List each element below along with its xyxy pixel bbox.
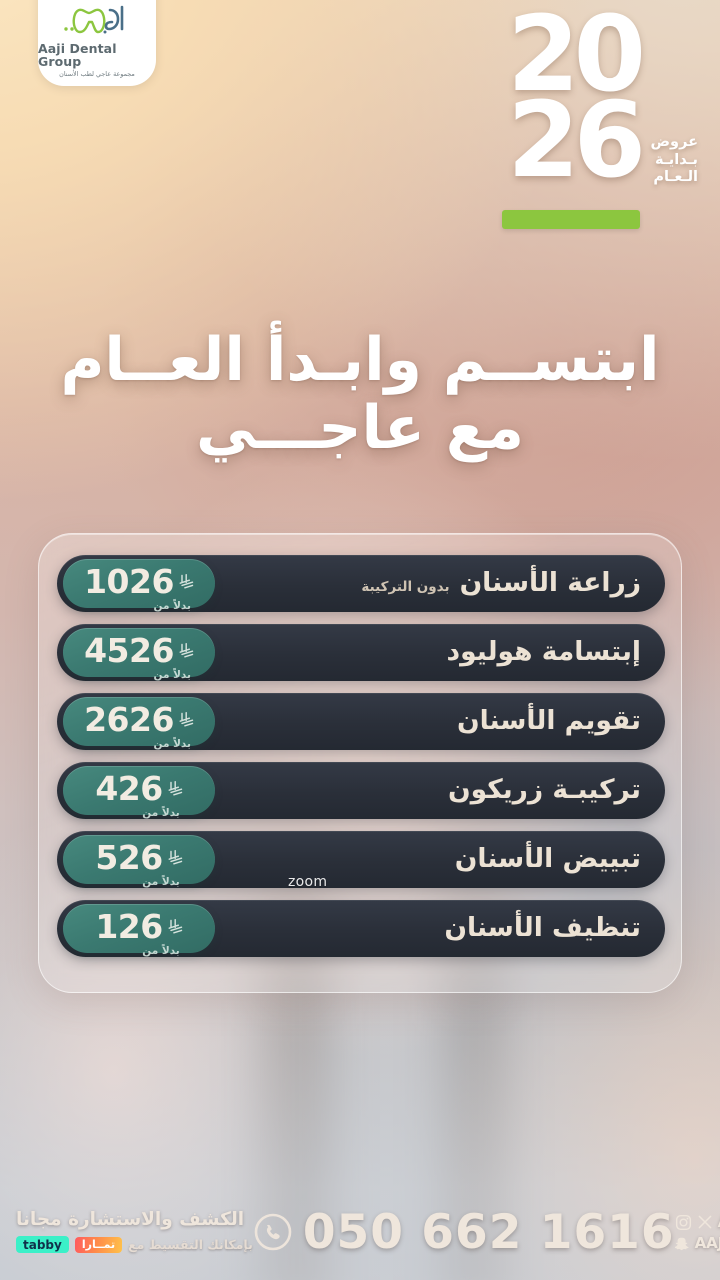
saudi-riyal-icon xyxy=(168,919,182,934)
year-tagline-line2: بـدايـة xyxy=(655,151,698,168)
free-consultation-text: الكشف والاستشارة مجانا xyxy=(16,1208,245,1230)
headline-line-1: ابتســم وابـدأ العــام xyxy=(60,325,660,395)
year-2026-logo: 20 26 عروض بـدايـة الـعـام xyxy=(498,0,698,232)
price-amount: 4526 xyxy=(84,631,174,670)
x-twitter-icon xyxy=(698,1215,711,1229)
offer-title-group: زراعة الأسنان بدون التركيبة xyxy=(361,570,641,597)
year-tagline-line1: عروض xyxy=(650,134,698,150)
brand-logo-badge: Aaji Dental Group مجموعة عاجي لطب الأسنا… xyxy=(38,0,156,86)
phone-block[interactable]: 050 662 1616 xyxy=(253,1209,675,1256)
tabby-logo[interactable]: tabby xyxy=(16,1236,69,1254)
year-tagline: عروض بـدايـة الـعـام xyxy=(646,134,698,187)
price-badge: 2626 بدلاً من xyxy=(63,697,215,749)
year-tagline-line3: الـعـام xyxy=(653,169,698,186)
zoom-watermark: zoom xyxy=(288,874,328,890)
offer-title-group: إبتسامة هوليود xyxy=(447,639,641,666)
saudi-riyal-icon xyxy=(179,574,194,589)
year-digits-bottom: 26 xyxy=(507,79,646,201)
offer-row[interactable]: تركيبـة زريكون 426 بدلاً من xyxy=(57,762,665,819)
offer-row[interactable]: تنظيف الأسنان 126 بدلاً من xyxy=(57,900,665,957)
footer-bar: الكشف والاستشارة مجانا بإمكانك التقسيط م… xyxy=(0,1188,720,1280)
saudi-riyal-icon xyxy=(179,643,194,658)
price-inner: 126 بدلاً من xyxy=(95,907,182,956)
offer-row[interactable]: زراعة الأسنان بدون التركيبة 1026 بدلاً من xyxy=(57,555,665,612)
offer-row[interactable]: تبييض الأسنان 526 بدلاً من xyxy=(57,831,665,888)
price-inner: 426 بدلاً من xyxy=(95,769,182,818)
offers-card: زراعة الأسنان بدون التركيبة 1026 بدلاً من إب… xyxy=(38,533,682,993)
social-row-primary[interactable]: AAJI_GROUP xyxy=(675,1213,720,1231)
saudi-riyal-icon xyxy=(179,712,194,727)
saudi-riyal-icon xyxy=(168,850,182,865)
offer-title: زراعة الأسنان xyxy=(459,567,641,599)
offer-title: إبتسامة هوليود xyxy=(446,636,641,668)
saudi-riyal-icon xyxy=(168,781,182,796)
snapchat-icon xyxy=(674,1237,689,1251)
offer-title-group: تبييض الأسنان xyxy=(455,846,641,873)
social-row-secondary[interactable]: AAJI3 www.aaji.sa xyxy=(674,1234,720,1252)
installment-label: بإمكانك التقسيط مع xyxy=(128,1236,253,1252)
brand-name-en: Aaji Dental Group xyxy=(38,41,117,69)
offer-list: زراعة الأسنان بدون التركيبة 1026 بدلاً من إب… xyxy=(57,555,665,957)
offer-row[interactable]: إبتسامة هوليود 4526 بدلاً من xyxy=(57,624,665,681)
offer-title: تبييض الأسنان xyxy=(454,843,641,875)
installment-row: بإمكانك التقسيط مع تمــارا tabby xyxy=(16,1236,253,1254)
year-accent-bar xyxy=(502,210,640,229)
price-inner: 1026 بدلاً من xyxy=(84,562,194,611)
social-handle-snapchat: AAJI3 xyxy=(694,1234,720,1252)
offer-title-group: تقويم الأسنان xyxy=(457,708,641,735)
price-badge: 426 بدلاً من xyxy=(63,766,215,818)
price-badge: 1026 بدلاً من xyxy=(63,559,215,611)
offer-title: تنظيف الأسنان xyxy=(444,912,641,944)
price-note: بدلاً من xyxy=(142,806,180,819)
price-inner: 2626 بدلاً من xyxy=(84,700,194,749)
price-note: بدلاً من xyxy=(153,737,191,750)
price-amount: 126 xyxy=(95,907,163,946)
price-note: بدلاً من xyxy=(142,875,180,888)
tooth-logo-icon xyxy=(64,5,124,34)
brand-name-ar: مجموعة عاجي لطب الأسنان xyxy=(59,69,135,78)
price-amount: 426 xyxy=(95,769,163,808)
headline-line-2: مع عاجـــي xyxy=(195,393,524,463)
price-amount: 526 xyxy=(95,838,163,877)
price-note: بدلاً من xyxy=(153,599,191,612)
offer-row[interactable]: تقويم الأسنان 2626 بدلاً من xyxy=(57,693,665,750)
price-badge: 126 بدلاً من xyxy=(63,904,215,956)
price-inner: 4526 بدلاً من xyxy=(84,631,194,680)
price-badge: 4526 بدلاً من xyxy=(63,628,215,680)
price-note: بدلاً من xyxy=(142,944,180,957)
price-badge: 526 بدلاً من xyxy=(63,835,215,887)
year-digits-top: 20 xyxy=(507,0,646,115)
offer-title: تقويم الأسنان xyxy=(456,705,641,737)
footer-offers-info: الكشف والاستشارة مجانا بإمكانك التقسيط م… xyxy=(16,1208,253,1254)
price-amount: 2626 xyxy=(84,700,174,739)
offer-title: تركيبـة زريكون xyxy=(448,774,641,806)
phone-circle-icon xyxy=(254,1213,292,1251)
tamara-logo[interactable]: تمــارا xyxy=(74,1236,123,1253)
offer-subtitle: بدون التركيبة xyxy=(361,579,450,596)
price-inner: 526 بدلاً من xyxy=(95,838,182,887)
social-block: AAJI_GROUP AAJI3 www.aaji.sa xyxy=(674,1213,720,1252)
price-amount: 1026 xyxy=(84,562,174,601)
instagram-icon xyxy=(675,1214,691,1230)
social-handle-main: AAJI_GROUP xyxy=(718,1213,720,1231)
price-note: بدلاً من xyxy=(153,668,191,681)
offer-title-group: تركيبـة زريكون xyxy=(448,777,641,804)
headline: ابتســم وابـدأ العــام مع عاجـــي xyxy=(0,330,720,458)
offer-title-group: تنظيف الأسنان xyxy=(444,915,641,942)
phone-number: 050 662 1616 xyxy=(302,1204,675,1260)
